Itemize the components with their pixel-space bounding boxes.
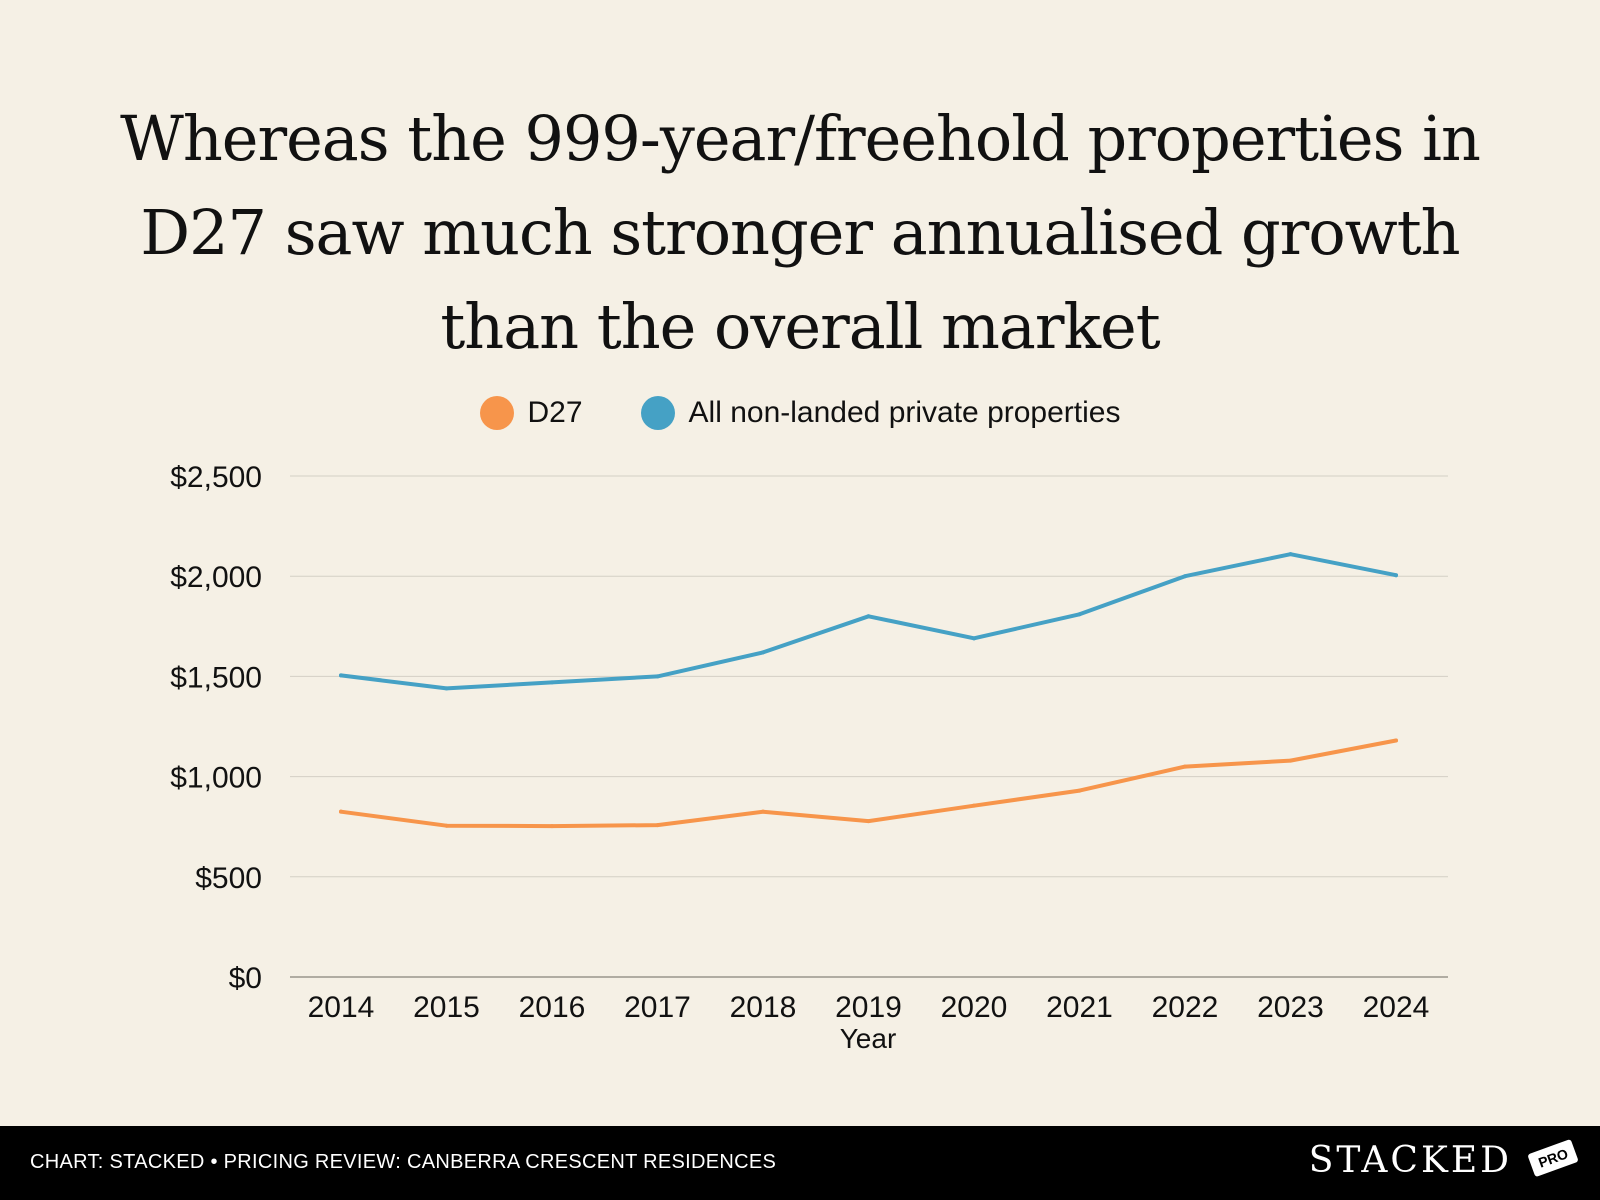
data-point-d27 [1183, 764, 1187, 769]
series-line-all-non-landed [339, 552, 1398, 691]
y-tick-label: $2,500 [170, 461, 262, 494]
data-point-all-non-landed [1077, 612, 1082, 617]
y-tick-label: $0 [229, 962, 262, 995]
legend-swatch-d27 [479, 396, 514, 430]
data-point-d27 [972, 803, 976, 808]
legend-label-d27: D27 [527, 396, 583, 429]
x-tick-label: 2016 [519, 991, 586, 1024]
x-tick-label: 2022 [1152, 991, 1219, 1024]
chart-title: Whereas the 999-year/freehold properties… [100, 92, 1500, 374]
data-point-all-non-landed [761, 650, 765, 655]
data-point-all-non-landed [1394, 573, 1398, 578]
x-axis-label: Year [840, 1023, 897, 1054]
x-tick-label: 2017 [624, 991, 691, 1024]
data-point-d27 [655, 823, 660, 828]
x-tick-label: 2020 [941, 991, 1008, 1024]
footer: CHART: STACKED • PRICING REVIEW: CANBERR… [0, 1126, 1600, 1200]
chart-source: CHART: STACKED • PRICING REVIEW: CANBERR… [30, 1151, 777, 1173]
title-line-3: than the overall market [440, 290, 1160, 363]
x-tick-label: 2021 [1046, 991, 1113, 1024]
data-point-d27 [550, 824, 554, 829]
legend-swatch-all-non-landed [640, 396, 675, 430]
x-tick-label: 2018 [730, 991, 797, 1024]
data-point-d27 [444, 823, 449, 828]
title-line-1: Whereas the 999-year/freehold properties… [120, 102, 1481, 175]
y-tick-label: $1,500 [170, 661, 262, 694]
legend: D27 All non-landed private properties [0, 396, 1600, 430]
pro-badge: PRO [1526, 1138, 1579, 1178]
data-point-d27 [1288, 758, 1293, 763]
x-tick-label: 2014 [308, 991, 375, 1024]
data-point-all-non-landed [339, 673, 343, 678]
data-point-all-non-landed [866, 614, 871, 619]
data-point-d27 [1394, 738, 1398, 743]
data-point-all-non-landed [655, 674, 660, 679]
data-point-all-non-landed [550, 680, 554, 685]
x-tick-label: 2019 [835, 991, 902, 1024]
legend-item-d27[interactable]: D27 [479, 396, 583, 430]
y-tick-label: $500 [195, 862, 262, 895]
data-point-d27 [1077, 788, 1082, 793]
data-point-all-non-landed [1288, 552, 1293, 557]
data-point-all-non-landed [972, 636, 976, 641]
x-tick-label: 2024 [1363, 991, 1430, 1024]
series-line-d27 [339, 738, 1398, 829]
data-point-d27 [866, 819, 871, 824]
title-line-2: D27 saw much stronger annualised growth [140, 196, 1460, 269]
data-point-all-non-landed [1183, 574, 1187, 579]
data-point-d27 [339, 809, 343, 814]
legend-item-all-non-landed[interactable]: All non-landed private properties [640, 396, 1121, 430]
x-tick-label: 2015 [413, 991, 480, 1024]
legend-label-all-non-landed: All non-landed private properties [688, 396, 1121, 429]
y-tick-label: $1,000 [170, 762, 262, 795]
line-chart: $0 $500 $1,000 $1,500 $2,000 $2,500 2014 2015 20… [170, 461, 1448, 1054]
x-tick-label: 2023 [1257, 991, 1324, 1024]
data-point-d27 [761, 809, 765, 814]
stacked-logo: STACKED [1308, 1140, 1512, 1181]
data-point-all-non-landed [444, 686, 449, 691]
y-tick-label: $2,000 [170, 561, 262, 594]
